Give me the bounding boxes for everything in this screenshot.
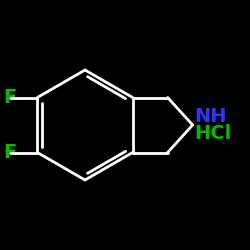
Text: F: F (3, 88, 16, 107)
Text: HCl: HCl (194, 124, 231, 143)
Text: NH: NH (194, 107, 226, 126)
Text: F: F (3, 143, 16, 162)
